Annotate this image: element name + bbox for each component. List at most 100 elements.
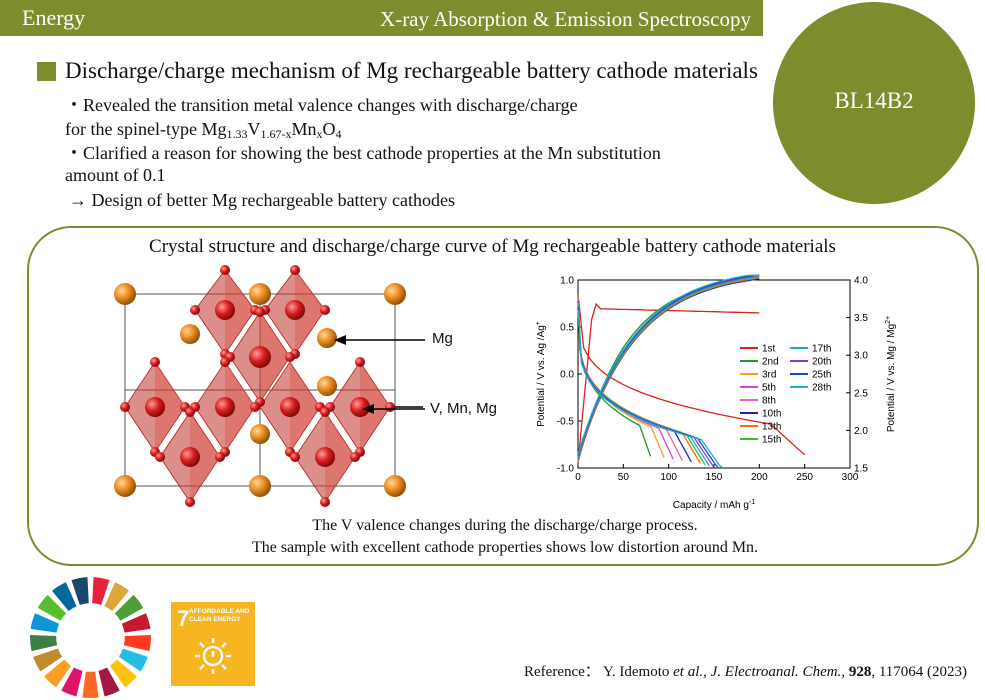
technique-label: X-ray Absorption & Emission Spectroscopy <box>380 7 751 31</box>
ref-etal: et al. <box>673 664 704 680</box>
ref-volume: 928 <box>848 664 872 680</box>
formula-mg-sub: 1.33 <box>226 127 248 141</box>
sdg7-title: AFFORDABLE AND CLEAN ENERGY <box>189 608 250 623</box>
bullet-line-5: → Design of better Mg rechargeable batte… <box>69 190 456 210</box>
legend-label: 3rd <box>762 370 776 381</box>
discharge-charge-chart: 0 50 100 150 200 250 300 -1.0 -0.5 0.0 0.5 1.0 1.5 2.… <box>535 274 897 511</box>
formula-mn-sub: x <box>316 127 323 141</box>
legend-label: 13th <box>762 422 781 433</box>
discharge-curve <box>577 309 724 469</box>
figure-title: Crystal structure and discharge/charge c… <box>149 236 836 257</box>
y-left-tick-label: -0.5 <box>557 417 575 428</box>
sdg-wheel-icon <box>30 577 151 698</box>
caption-1: The V valence changes during the dischar… <box>312 517 698 534</box>
formula-mn: Mn <box>291 119 317 139</box>
sdg7-number: 7 <box>177 606 190 631</box>
x-tick-label: 150 <box>706 472 723 483</box>
legend-label: 25th <box>812 370 831 381</box>
y-right-tick-label: 2.5 <box>854 388 868 399</box>
y-left-tick-label: 0.5 <box>560 323 574 334</box>
discharge-curve <box>577 308 719 469</box>
legend-label: 17th <box>812 344 831 355</box>
bullet-line-4: amount of 0.1 <box>65 165 166 185</box>
sdg-wheel-segment <box>92 577 110 605</box>
legend-label: 8th <box>762 396 776 407</box>
bullet-line-3: ・Clarified a reason for showing the best… <box>65 143 661 163</box>
figure-frame <box>27 226 979 566</box>
y-right-tick-label: 3.0 <box>854 351 868 362</box>
beamline-label: BL14B2 <box>834 88 914 113</box>
sdg-wheel-segment <box>82 671 99 698</box>
bullet-line-2: for the spinel-type Mg1.33V1.67-xMnxO4 <box>65 117 341 146</box>
sdg-wheel-segment <box>109 659 137 688</box>
x-tick-label: 200 <box>751 472 768 483</box>
ref-journal: J. Electroanal. Chem. <box>710 664 842 680</box>
y-left-tick-label: -1.0 <box>557 464 575 475</box>
formula-o-sub: 4 <box>335 127 342 141</box>
sdg-wheel-segment <box>71 577 89 605</box>
category-label: Energy <box>22 5 86 30</box>
ref-comma: , <box>841 664 849 680</box>
x-tick-label: 50 <box>618 472 630 483</box>
y-left-axis-label: Potential / V vs. Ag /Ag+ <box>535 321 547 427</box>
sdg-wheel-segment <box>44 659 72 688</box>
sdg7-tile: 7 AFFORDABLE AND CLEAN ENERGY <box>171 602 255 686</box>
legend-label: 5th <box>762 383 776 394</box>
crystal-label-arrows <box>334 335 425 414</box>
crystal-structure-image <box>114 265 423 507</box>
sun-power-icon <box>195 638 231 674</box>
charge-curve <box>577 302 760 464</box>
charge-curve <box>577 274 760 455</box>
y-right-tick-label: 4.0 <box>854 276 868 287</box>
sdg-wheel-segment <box>52 582 77 612</box>
y-right-axis-label: Potential / V vs. Mg / Mg2+ <box>885 316 897 432</box>
formula-prefix: for the spinel-type Mg <box>65 119 227 139</box>
legend-label: 20th <box>812 357 831 368</box>
sdg-wheel-segment <box>61 667 83 697</box>
ref-rest: , 117064 (2023) <box>871 664 967 680</box>
x-tick-label: 100 <box>660 472 677 483</box>
x-axis-label: Capacity / mAh g-1 <box>673 499 755 511</box>
y-left-tick-label: 1.0 <box>560 276 574 287</box>
y-right-tick-label: 1.5 <box>854 464 868 475</box>
discharge-curve <box>577 299 683 461</box>
legend-label: 2nd <box>762 357 779 368</box>
sdg-wheel-segment <box>33 648 63 672</box>
y-right-tick-label: 3.5 <box>854 313 868 324</box>
y-left-tick-label: 0.0 <box>560 370 574 381</box>
legend-label: 10th <box>762 409 781 420</box>
section-bullet-icon <box>37 62 56 81</box>
label-mg: Mg <box>432 330 453 347</box>
sdg-wheel-segment <box>114 594 144 621</box>
ref-sep: , <box>703 664 711 680</box>
x-tick-label: 300 <box>842 472 859 483</box>
section-title: Discharge/charge mechanism of Mg recharg… <box>65 58 758 83</box>
legend-label: 15th <box>762 435 781 446</box>
discharge-curve <box>577 301 692 463</box>
sdg-wheel-segment <box>104 582 129 612</box>
formula-v: V <box>247 119 261 139</box>
sdg-wheel-segment <box>121 613 151 633</box>
discharge-curve <box>577 294 806 456</box>
sdg-wheel-segment <box>37 594 67 621</box>
formula-v-sub: 1.67-x <box>260 127 292 141</box>
label-vmnmg: V, Mn, Mg <box>430 400 497 417</box>
sdg-wheel-segment <box>30 613 60 633</box>
sdg-wheel-segment <box>118 648 148 672</box>
x-tick-label: 250 <box>796 472 813 483</box>
discharge-curve <box>577 298 674 460</box>
sdg-wheel-segment <box>98 667 120 697</box>
caption-2: The sample with excellent cathode proper… <box>251 539 759 556</box>
reference-text: Reference： Y. Idemoto et al., J. Electro… <box>524 660 967 681</box>
legend-label: 1st <box>762 344 776 355</box>
plot-frame <box>577 279 851 469</box>
header-bar: Energy X-ray Absorption & Emission Spect… <box>0 0 763 36</box>
sdg-wheel-segment <box>123 634 151 652</box>
beamline-badge: BL14B2 <box>773 2 975 204</box>
y-right-tick-label: 2.0 <box>854 426 868 437</box>
bullet-line-1: ・Revealed the transition metal valence c… <box>65 95 578 115</box>
x-tick-label: 0 <box>575 472 581 483</box>
sdg-wheel-segment <box>30 634 58 652</box>
legend-label: 28th <box>812 383 831 394</box>
formula-o: O <box>322 119 336 139</box>
